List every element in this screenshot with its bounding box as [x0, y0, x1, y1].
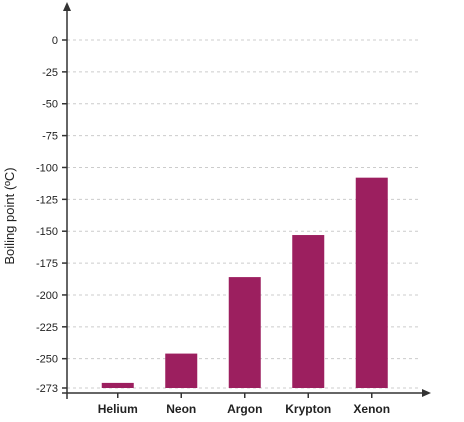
y-tick-label: -125 [36, 194, 58, 206]
y-tick-label: -175 [36, 258, 58, 270]
bars [101, 177, 388, 388]
y-tick-label: -200 [36, 290, 58, 302]
bar-argon [228, 277, 261, 388]
y-axis-title: Boiling point (ºC) [2, 167, 17, 264]
y-tick-label: 0 [52, 35, 58, 47]
y-tick-label: -273 [36, 383, 58, 395]
y-tick-label: -150 [36, 226, 58, 238]
y-tick-label: -25 [42, 67, 58, 79]
x-category-label: Xenon [353, 402, 390, 416]
y-tick-label: -50 [42, 99, 58, 111]
y-tick-label: -100 [36, 162, 58, 174]
bar-helium [101, 382, 134, 388]
axes [62, 2, 431, 399]
y-axis-arrowhead [63, 2, 71, 11]
y-tick-label: -75 [42, 131, 58, 143]
x-category-labels: Helium Neon Argon Krypton Xenon [98, 402, 390, 416]
bar-xenon [355, 177, 388, 388]
x-category-label: Krypton [285, 402, 331, 416]
y-tick-label: -225 [36, 322, 58, 334]
y-tick-label: -250 [36, 354, 58, 366]
bar-neon [165, 353, 198, 388]
x-category-label: Argon [227, 402, 262, 416]
x-category-label: Neon [166, 402, 196, 416]
x-axis-arrowhead [422, 389, 431, 397]
y-ticks: 0 -25 -50 -75 -100 -125 -150 -175 -200 -225 -250 -2… [36, 35, 373, 398]
bar-krypton [292, 235, 325, 388]
x-category-label: Helium [98, 402, 138, 416]
